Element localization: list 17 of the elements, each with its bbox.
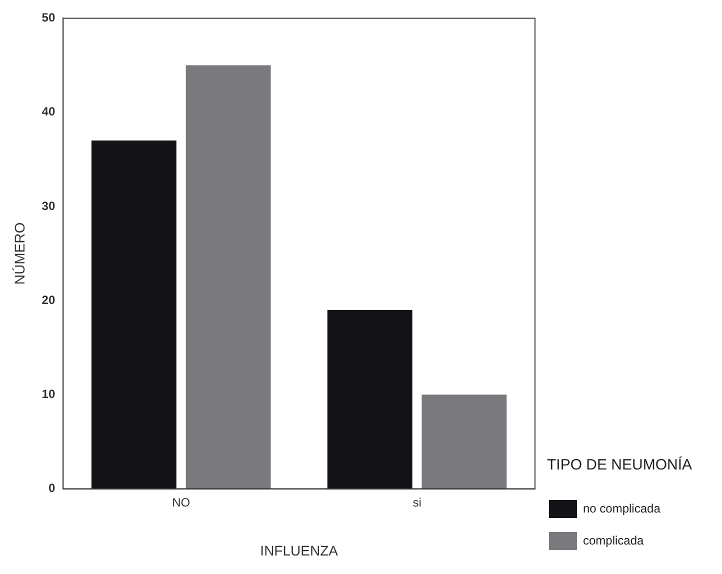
legend-label: complicada xyxy=(582,533,644,548)
legend-label: no complicada xyxy=(582,501,661,516)
y-tick-label: 10 xyxy=(42,386,56,401)
y-tick-label: 0 xyxy=(48,481,56,496)
x-tick-label: si xyxy=(412,495,422,510)
bar xyxy=(327,310,412,489)
bar xyxy=(186,65,271,489)
bar xyxy=(91,140,176,489)
y-tick-label: 20 xyxy=(42,292,56,307)
x-axis-title: INFLUENZA xyxy=(260,542,339,558)
legend-title: TIPO DE NEUMONÍA xyxy=(546,456,692,474)
y-tick-label: 50 xyxy=(42,10,56,25)
bar xyxy=(422,394,507,489)
y-tick-label: 30 xyxy=(42,198,56,213)
y-axis-title: NÚMERO xyxy=(11,222,28,285)
y-tick-label: 40 xyxy=(42,104,56,119)
x-tick-label: NO xyxy=(172,495,190,510)
